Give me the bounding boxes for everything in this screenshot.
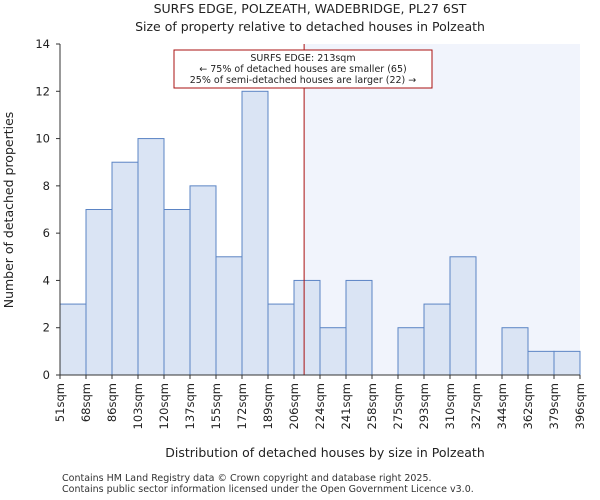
annotation-line-3: 25% of semi-detached houses are larger (… bbox=[190, 75, 417, 86]
annotation-border bbox=[173, 49, 433, 89]
x-tick-label: 396sqm bbox=[573, 383, 587, 429]
bar-120sqm bbox=[163, 209, 191, 376]
bar-344sqm bbox=[501, 327, 529, 376]
x-tick-label: 344sqm bbox=[495, 383, 509, 429]
x-tick-label: 362sqm bbox=[521, 383, 535, 429]
y-tick-label: 8 bbox=[43, 179, 50, 193]
bar-310sqm bbox=[449, 256, 477, 376]
x-ticks-group: 51sqm 68sqm 86sqm 103sqm 120sqm 137sqm 155sqm 1… bbox=[53, 375, 587, 429]
bar-155sqm bbox=[215, 256, 243, 376]
x-tick-label: 224sqm bbox=[313, 383, 327, 429]
footer-line-1: Contains HM Land Registry data © Crown c… bbox=[62, 473, 432, 484]
bar-189sqm bbox=[267, 303, 295, 376]
x-tick-label: 293sqm bbox=[417, 383, 431, 429]
footer-line-2: Contains public sector information licen… bbox=[62, 484, 474, 495]
bar-51sqm bbox=[59, 303, 87, 376]
x-tick-label: 51sqm bbox=[53, 383, 67, 422]
x-tick-label: 172sqm bbox=[235, 383, 249, 429]
x-tick-label: 68sqm bbox=[79, 383, 93, 422]
chart-title: SURFS EDGE, POLZEATH, WADEBRIDGE, PL27 6… bbox=[154, 1, 467, 16]
y-tick-label: 10 bbox=[35, 132, 50, 146]
chart-subtitle: Size of property relative to detached ho… bbox=[135, 19, 485, 34]
bar-206sqm bbox=[293, 279, 321, 376]
y-axis-label: Number of detached properties bbox=[1, 112, 16, 309]
y-ticks-group: 0 2 4 6 8 10 12 14 bbox=[35, 37, 60, 382]
x-tick-label: 275sqm bbox=[391, 383, 405, 429]
bar-379sqm bbox=[553, 350, 581, 376]
y-tick-label: 4 bbox=[43, 273, 50, 287]
annotation-box: SURFS EDGE: 213sqm ← 75% of detached hou… bbox=[173, 49, 433, 89]
y-tick-label: 14 bbox=[35, 37, 50, 51]
bars-group bbox=[59, 90, 581, 376]
y-tick-label: 6 bbox=[43, 226, 50, 240]
bar-137sqm bbox=[189, 185, 217, 376]
annotation-line-1: SURFS EDGE: 213sqm bbox=[250, 53, 355, 64]
x-tick-label: 327sqm bbox=[469, 383, 483, 429]
bar-275sqm bbox=[397, 327, 425, 376]
bar-86sqm bbox=[111, 161, 139, 376]
x-tick-label: 241sqm bbox=[339, 383, 353, 429]
x-tick-label: 103sqm bbox=[131, 383, 145, 429]
bar-293sqm bbox=[423, 303, 451, 376]
x-tick-label: 155sqm bbox=[209, 383, 223, 429]
bar-172sqm bbox=[241, 90, 269, 376]
x-tick-label: 86sqm bbox=[105, 383, 119, 422]
bar-224sqm bbox=[319, 327, 347, 376]
x-tick-label: 206sqm bbox=[287, 383, 301, 429]
y-tick-label: 2 bbox=[43, 321, 50, 335]
y-tick-label: 12 bbox=[35, 84, 50, 98]
y-tick-label: 0 bbox=[43, 368, 50, 382]
x-tick-label: 189sqm bbox=[261, 383, 275, 429]
x-tick-label: 137sqm bbox=[183, 383, 197, 429]
bar-241sqm bbox=[345, 279, 373, 376]
x-tick-label: 379sqm bbox=[547, 383, 561, 429]
bar-68sqm bbox=[85, 209, 113, 376]
bar-103sqm bbox=[137, 138, 165, 376]
x-tick-label: 120sqm bbox=[157, 383, 171, 429]
x-tick-label: 310sqm bbox=[443, 383, 457, 429]
x-tick-label: 258sqm bbox=[365, 383, 379, 429]
annotation-line-2: ← 75% of detached houses are smaller (65… bbox=[199, 64, 406, 75]
x-axis-label: Distribution of detached houses by size … bbox=[165, 445, 485, 460]
bar-362sqm bbox=[527, 350, 555, 376]
